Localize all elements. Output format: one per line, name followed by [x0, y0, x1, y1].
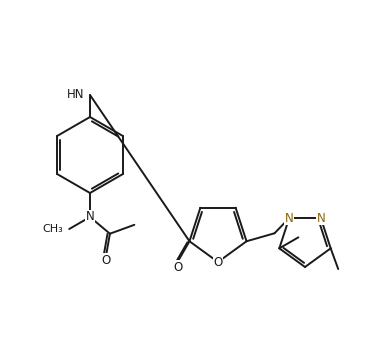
Text: N: N: [86, 210, 94, 223]
Text: N: N: [316, 211, 325, 225]
Text: N: N: [285, 211, 294, 225]
Text: O: O: [174, 261, 183, 274]
Text: O: O: [213, 255, 223, 268]
Text: O: O: [102, 254, 111, 267]
Text: CH₃: CH₃: [43, 224, 63, 234]
Text: HN: HN: [66, 89, 84, 102]
